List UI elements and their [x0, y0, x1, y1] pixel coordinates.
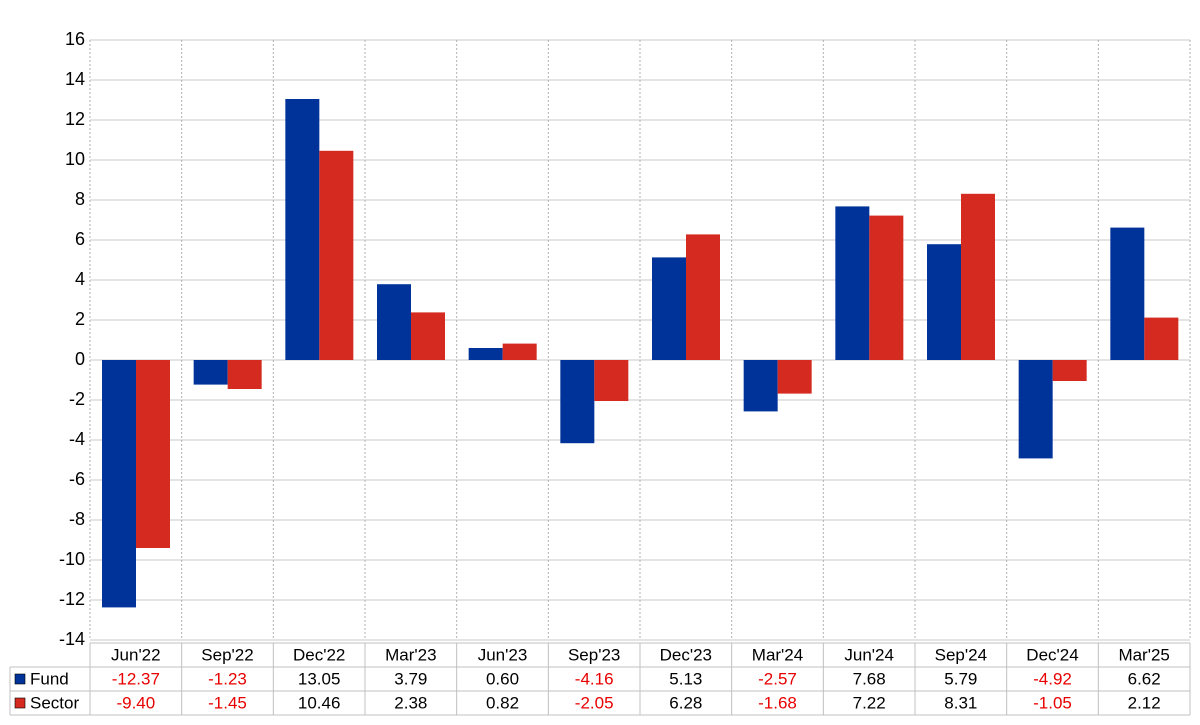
y-tick-label: 2: [75, 309, 85, 329]
bar: [227, 360, 262, 389]
bar: [285, 99, 320, 360]
table-value: 10.46: [298, 693, 341, 712]
table-value: -9.40: [116, 693, 155, 712]
table-value: -2.57: [758, 669, 797, 688]
table-value: -1.23: [208, 669, 247, 688]
bar: [777, 360, 812, 394]
y-tick-label: -12: [59, 589, 85, 609]
y-tick-label: 4: [75, 269, 85, 289]
y-tick-label: 14: [65, 69, 85, 89]
bar: [411, 312, 445, 360]
y-tick-label: 0: [75, 349, 85, 369]
x-tick-label: Sep'22: [201, 645, 253, 664]
bar: [502, 343, 537, 360]
legend-swatch: [14, 697, 26, 709]
table-value: -4.92: [1033, 669, 1072, 688]
bar: [319, 150, 354, 360]
bar: [102, 360, 136, 608]
table-value: 5.79: [944, 669, 977, 688]
x-tick-label: Jun'22: [111, 645, 161, 664]
table-value: -12.37: [112, 669, 160, 688]
table-value: -1.45: [208, 693, 247, 712]
bar: [869, 215, 904, 360]
bar: [1110, 227, 1145, 360]
y-tick-label: -8: [69, 509, 85, 529]
bar: [560, 360, 595, 444]
table-value: 0.60: [486, 669, 519, 688]
y-tick-label: -14: [59, 629, 85, 649]
x-tick-label: Jun'24: [844, 645, 894, 664]
table-value: -2.05: [575, 693, 614, 712]
table-value: -4.16: [575, 669, 614, 688]
bar: [835, 206, 870, 360]
bar: [1144, 317, 1179, 360]
bar: [927, 244, 961, 360]
table-value: 7.68: [853, 669, 886, 688]
y-tick-label: 16: [65, 29, 85, 49]
y-tick-label: 8: [75, 189, 85, 209]
bar: [1052, 360, 1087, 381]
bar: [468, 348, 503, 360]
y-tick-label: 10: [65, 149, 85, 169]
bar: [594, 360, 629, 401]
x-tick-label: Mar'23: [385, 645, 436, 664]
table-value: 3.79: [394, 669, 427, 688]
bar: [1018, 360, 1053, 459]
legend-label: Sector: [30, 693, 79, 712]
bar: [136, 360, 170, 548]
x-tick-label: Dec'23: [660, 645, 712, 664]
bar: [193, 360, 228, 385]
table-value: 2.38: [394, 693, 427, 712]
y-tick-label: 6: [75, 229, 85, 249]
x-tick-label: Dec'24: [1026, 645, 1078, 664]
table-value: 0.82: [486, 693, 519, 712]
table-value: 2.12: [1128, 693, 1161, 712]
y-tick-label: -6: [69, 469, 85, 489]
bar: [743, 360, 778, 412]
y-tick-label: -10: [59, 549, 85, 569]
table-value: 6.28: [669, 693, 702, 712]
x-tick-label: Dec'22: [293, 645, 345, 664]
bar: [961, 193, 995, 360]
table-value: 7.22: [853, 693, 886, 712]
table-value: -1.05: [1033, 693, 1072, 712]
y-tick-label: -2: [69, 389, 85, 409]
x-tick-label: Jun'23: [478, 645, 528, 664]
x-tick-label: Mar'25: [1118, 645, 1169, 664]
bar: [377, 284, 411, 360]
legend-label: Fund: [30, 669, 69, 688]
table-value: 8.31: [944, 693, 977, 712]
table-value: 5.13: [669, 669, 702, 688]
y-tick-label: 12: [65, 109, 85, 129]
table-value: 13.05: [298, 669, 341, 688]
x-tick-label: Sep'24: [935, 645, 987, 664]
bar: [686, 234, 720, 360]
y-tick-label: -4: [69, 429, 85, 449]
x-tick-label: Mar'24: [752, 645, 803, 664]
legend-swatch: [14, 673, 26, 685]
x-tick-label: Sep'23: [568, 645, 620, 664]
table-value: -1.68: [758, 693, 797, 712]
bar: [652, 257, 686, 360]
table-value: 6.62: [1128, 669, 1161, 688]
